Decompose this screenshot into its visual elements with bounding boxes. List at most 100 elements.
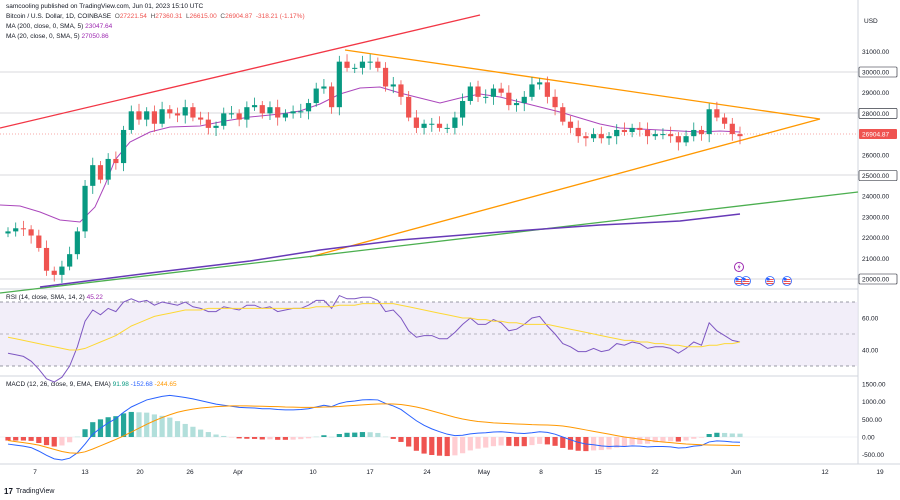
- candle-body[interactable]: [683, 136, 689, 143]
- candle-body[interactable]: [737, 134, 743, 137]
- us-flag-icon[interactable]: [741, 276, 751, 286]
- candle-body[interactable]: [537, 82, 543, 85]
- candle-body[interactable]: [721, 117, 728, 124]
- candle-body[interactable]: [13, 228, 19, 232]
- candle-body[interactable]: [97, 165, 104, 180]
- candle-body[interactable]: [698, 129, 705, 135]
- candle-body[interactable]: [67, 254, 73, 267]
- time-axis[interactable]: 7 13 20 26 Apr 10 17 24 May 8 15 22 Jun 12 19: [33, 469, 884, 476]
- candle-body[interactable]: [398, 84, 404, 97]
- us-flag-icon[interactable]: [782, 276, 792, 286]
- candle-body[interactable]: [36, 235, 42, 248]
- triangle-lower-line[interactable]: [309, 118, 821, 258]
- candle-body[interactable]: [506, 92, 512, 106]
- candle-body[interactable]: [205, 119, 211, 128]
- candle-body[interactable]: [467, 86, 473, 101]
- candle-body[interactable]: [267, 107, 273, 114]
- candle-body[interactable]: [74, 231, 80, 255]
- candle-body[interactable]: [544, 82, 550, 97]
- rsi-axis[interactable]: 60.00 40.00: [862, 316, 879, 355]
- candle-body[interactable]: [660, 134, 666, 136]
- candle-body[interactable]: [352, 67, 358, 69]
- candle-body[interactable]: [151, 111, 157, 124]
- candle-body[interactable]: [59, 266, 65, 275]
- candle-body[interactable]: [359, 61, 366, 68]
- candle-body[interactable]: [51, 270, 57, 275]
- price-axis[interactable]: 31000.0030000.0029000.0028000.0027000.00…: [858, 49, 898, 285]
- candle-body[interactable]: [436, 123, 443, 128]
- candle-body[interactable]: [221, 113, 227, 126]
- candle-body[interactable]: [706, 109, 712, 135]
- candle-body[interactable]: [729, 123, 735, 135]
- candle-body[interactable]: [90, 165, 96, 186]
- candle-body[interactable]: [490, 88, 497, 97]
- candlestick-series[interactable]: [5, 54, 743, 283]
- macd-axis[interactable]: 1500.00 1000.00 500.00 0.00 -500.00: [862, 382, 886, 460]
- candle-body[interactable]: [282, 113, 288, 118]
- candle-body[interactable]: [336, 61, 342, 108]
- candle-body[interactable]: [413, 117, 419, 128]
- candle-body[interactable]: [120, 129, 127, 164]
- candle-body[interactable]: [198, 117, 204, 120]
- ma200-line[interactable]: [39, 213, 741, 288]
- tradingview-logo[interactable]: 17 TradingView: [4, 487, 55, 496]
- candle-body[interactable]: [560, 107, 566, 122]
- macd-legend[interactable]: MACD (12, 26, close, 9, EMA, EMA) 91.98 …: [6, 381, 177, 388]
- candle-body[interactable]: [298, 111, 304, 113]
- candle-body[interactable]: [321, 86, 327, 89]
- candle-body[interactable]: [228, 113, 235, 115]
- rsi-line[interactable]: [7, 294, 741, 383]
- macd-signal-line[interactable]: [7, 403, 741, 454]
- candle-body[interactable]: [483, 96, 489, 98]
- rsi-legend[interactable]: RSI (14, close, SMA, 14, 2) 45.22: [6, 294, 103, 301]
- candle-body[interactable]: [691, 129, 697, 137]
- candle-body[interactable]: [82, 185, 88, 232]
- candle-body[interactable]: [598, 134, 604, 139]
- candle-body[interactable]: [421, 123, 427, 128]
- candle-body[interactable]: [429, 123, 435, 125]
- candle-body[interactable]: [182, 107, 188, 116]
- macd-line[interactable]: [7, 394, 741, 461]
- ma200-legend[interactable]: MA (200, close, 0, SMA, 5) 23047.64: [6, 23, 113, 30]
- candle-body[interactable]: [460, 100, 466, 118]
- candle-body[interactable]: [144, 111, 150, 120]
- candle-body[interactable]: [614, 129, 620, 137]
- candle-body[interactable]: [105, 158, 111, 180]
- triangle-upper-line[interactable]: [344, 49, 821, 120]
- candle-body[interactable]: [113, 158, 119, 164]
- candle-body[interactable]: [251, 105, 258, 108]
- us-flag-icon[interactable]: [765, 276, 775, 286]
- support-trendline[interactable]: [0, 191, 859, 294]
- candle-body[interactable]: [629, 127, 635, 133]
- candle-body[interactable]: [375, 61, 381, 68]
- candle-body[interactable]: [367, 61, 373, 63]
- candle-body[interactable]: [244, 107, 250, 120]
- candle-body[interactable]: [28, 229, 34, 236]
- ma20-line[interactable]: [0, 86, 741, 223]
- candle-body[interactable]: [236, 113, 242, 120]
- candle-body[interactable]: [529, 84, 535, 97]
- candle-body[interactable]: [275, 107, 281, 118]
- candle-body[interactable]: [5, 231, 11, 234]
- lightning-icon[interactable]: [734, 262, 744, 272]
- candle-body[interactable]: [606, 136, 612, 139]
- candle-body[interactable]: [444, 127, 450, 129]
- candle-body[interactable]: [136, 111, 142, 120]
- candle-body[interactable]: [621, 129, 628, 133]
- rsi-ma-line[interactable]: [7, 303, 741, 351]
- candle-body[interactable]: [591, 134, 597, 139]
- candle-body[interactable]: [20, 228, 27, 230]
- candle-body[interactable]: [714, 109, 720, 118]
- candle-body[interactable]: [637, 127, 643, 130]
- resistance-trendline[interactable]: [0, 14, 481, 129]
- candle-body[interactable]: [382, 67, 389, 87]
- candle-body[interactable]: [390, 84, 396, 87]
- candle-body[interactable]: [174, 113, 181, 116]
- candle-body[interactable]: [167, 109, 173, 114]
- candle-body[interactable]: [452, 117, 458, 128]
- candle-body[interactable]: [259, 105, 265, 114]
- candle-body[interactable]: [475, 86, 481, 97]
- candle-body[interactable]: [128, 111, 134, 130]
- candle-body[interactable]: [313, 88, 319, 104]
